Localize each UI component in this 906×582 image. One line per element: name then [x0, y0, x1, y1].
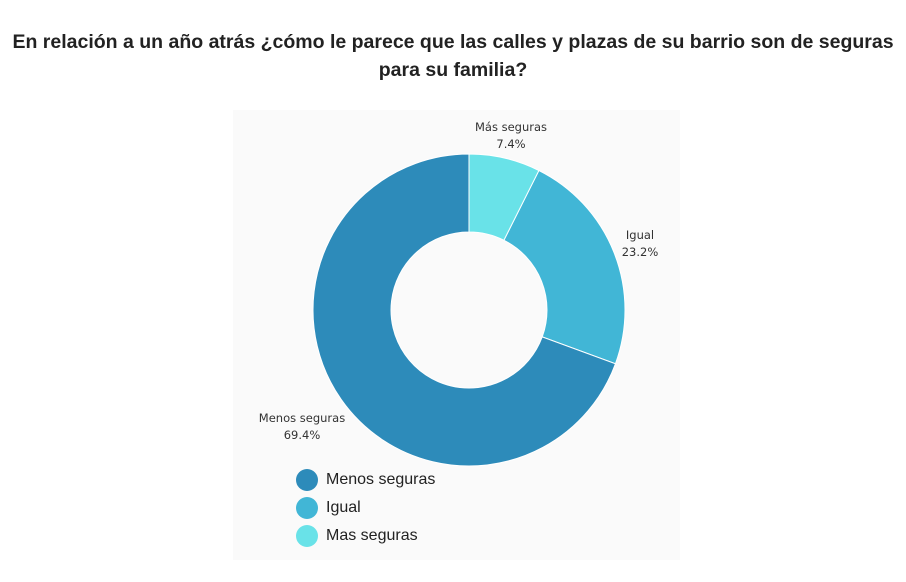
chart-title-line-2: para su familia?: [378, 59, 528, 81]
donut-slice-igual[interactable]: [503, 169, 626, 365]
slice-category-label: Más seguras: [475, 120, 547, 134]
legend-swatch: [296, 469, 318, 491]
legend-item-menos-seguras[interactable]: Menos seguras: [296, 466, 435, 494]
chart-title-line-1: En relación a un año atrás ¿cómo le pare…: [12, 31, 894, 53]
slice-value-label: 7.4%: [496, 137, 525, 151]
legend-label: Mas seguras: [326, 527, 418, 544]
legend-item-igual[interactable]: Igual: [296, 494, 435, 522]
chart-title: En relación a un año atrás ¿cómo le pare…: [0, 28, 906, 84]
slice-value-label: 23.2%: [622, 245, 659, 259]
donut-slice-menos-seguras[interactable]: [312, 153, 617, 467]
slice-labels: Más seguras 7.4% Igual 23.2% Menos seguras 69…: [259, 120, 659, 442]
legend-item-mas-seguras[interactable]: Mas seguras: [296, 522, 435, 550]
donut-slices: [312, 153, 626, 467]
slice-value-label: 69.4%: [284, 428, 321, 442]
slice-category-label: Igual: [626, 228, 654, 242]
legend-swatch: [296, 497, 318, 519]
slice-category-label: Menos seguras: [259, 411, 345, 425]
chart-legend: Menos seguras Igual Mas seguras: [296, 466, 435, 550]
legend-label: Igual: [326, 499, 361, 516]
legend-label: Menos seguras: [326, 471, 436, 488]
legend-swatch: [296, 525, 318, 547]
